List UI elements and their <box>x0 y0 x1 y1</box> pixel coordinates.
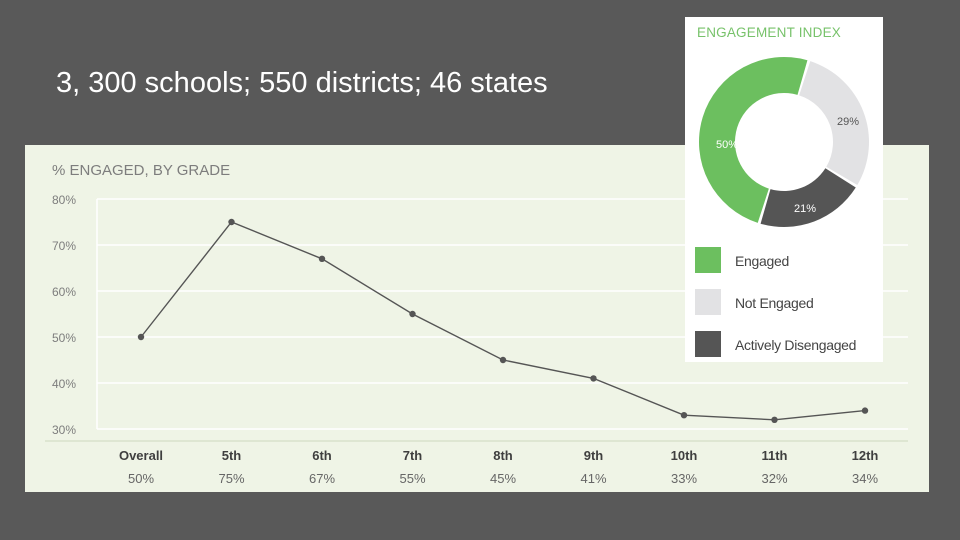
x-value-label: 67% <box>309 471 335 486</box>
y-tick-label: 30% <box>52 423 76 437</box>
donut-value-label: 29% <box>837 116 859 128</box>
donut-value-label: 50% <box>716 139 738 151</box>
legend-label-actively-disengaged: Actively Disengaged <box>735 337 857 353</box>
x-value-label: 45% <box>490 471 516 486</box>
donut-chart-title: ENGAGEMENT INDEX <box>697 25 841 40</box>
data-point <box>137 333 145 341</box>
legend-label-engaged: Engaged <box>735 253 789 269</box>
slide-title: 3, 300 schools; 550 districts; 46 states <box>56 67 548 99</box>
x-category-label: 9th <box>584 448 604 463</box>
donut-slice-engaged <box>699 57 808 223</box>
x-value-label: 33% <box>671 471 697 486</box>
x-value-label: 50% <box>128 471 154 486</box>
y-tick-label: 80% <box>52 193 76 207</box>
data-point <box>499 356 507 364</box>
x-category-label: 11th <box>761 448 787 463</box>
donut-slice-actively-disengaged <box>760 168 856 227</box>
y-tick-label: 40% <box>52 377 76 391</box>
y-tick-label: 60% <box>52 285 76 299</box>
x-category-label: 5th <box>222 448 242 463</box>
x-category-label: 10th <box>671 448 698 463</box>
x-value-label: 55% <box>399 471 425 486</box>
data-point <box>771 416 778 423</box>
x-category-label: 6th <box>312 448 332 463</box>
x-value-label: 41% <box>580 471 606 486</box>
x-category-label: 12th <box>852 448 879 463</box>
y-tick-label: 50% <box>52 331 76 345</box>
legend-swatch-engaged <box>695 247 721 273</box>
line-chart-title: % ENGAGED, BY GRADE <box>52 162 230 179</box>
donut-chart-svg: 50% 29% 21% <box>699 57 869 227</box>
data-point <box>409 310 416 318</box>
legend-label-not-engaged: Not Engaged <box>735 295 814 311</box>
x-category-label: 7th <box>403 448 423 463</box>
data-point <box>228 218 235 226</box>
y-tick-label: 70% <box>52 239 76 253</box>
x-category-label: Overall <box>119 448 163 463</box>
donut-slice-not-engaged <box>799 61 869 186</box>
engagement-index-chart: ENGAGEMENT INDEX 50% 29% 21% Engaged Not E… <box>685 17 883 362</box>
x-value-label: 32% <box>761 471 787 486</box>
x-value-label: 34% <box>852 471 878 486</box>
x-value-label: 75% <box>218 471 244 486</box>
donut-value-label: 21% <box>794 203 816 215</box>
data-point <box>861 407 869 414</box>
x-category-label: 8th <box>493 448 513 463</box>
legend-swatch-actively-disengaged <box>695 331 721 357</box>
legend-swatch-not-engaged <box>695 289 721 315</box>
data-point <box>680 412 688 419</box>
data-point <box>590 375 597 382</box>
data-point <box>318 255 326 262</box>
